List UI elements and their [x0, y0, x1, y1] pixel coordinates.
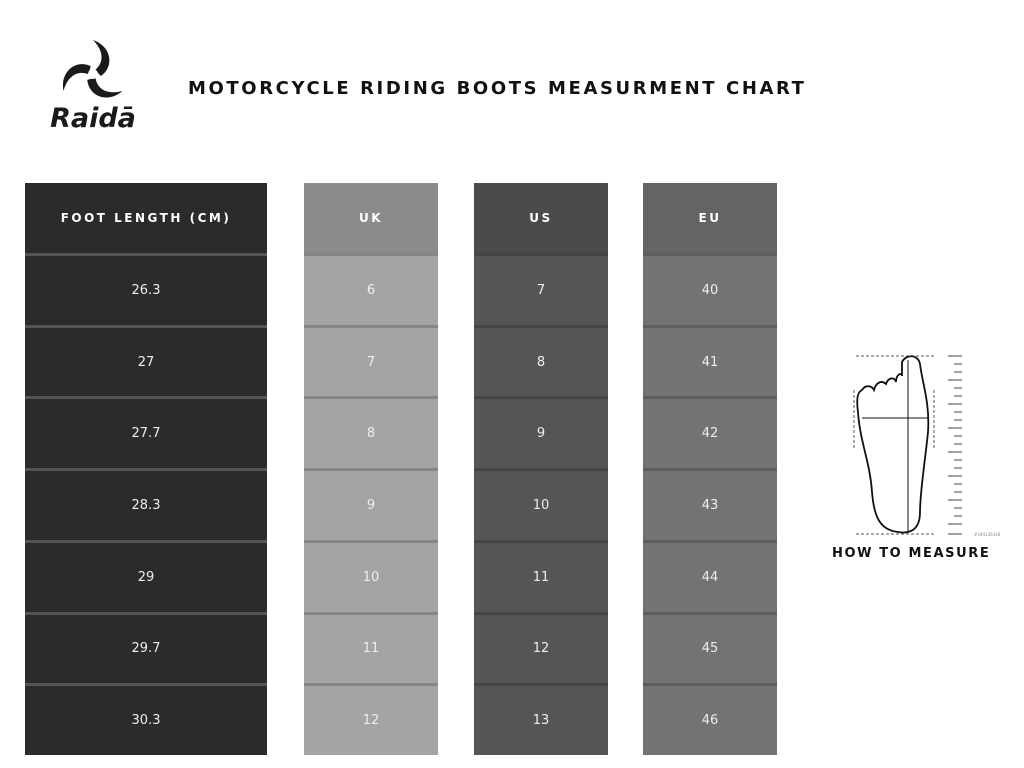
stock-id: #344136348 — [974, 532, 1001, 537]
table-cell: 30.3 — [25, 683, 267, 755]
table-cell: 13 — [474, 683, 608, 755]
column-header: EU — [643, 183, 777, 253]
foot-measurement-illustration — [850, 352, 1000, 542]
table-cell: 27.7 — [25, 396, 267, 468]
table-cell: 9 — [474, 396, 608, 468]
table-cell: 10 — [304, 539, 438, 612]
table-cell: 6 — [304, 253, 438, 325]
table-cell: 44 — [643, 539, 777, 612]
column-header: UK — [304, 183, 438, 253]
us-column: US 7 8 9 10 11 12 13 — [474, 183, 608, 755]
table-cell: 8 — [304, 396, 438, 468]
column-header: US — [474, 183, 608, 253]
table-cell: 29 — [25, 539, 267, 612]
table-cell: 43 — [643, 468, 777, 540]
table-cell: 41 — [643, 324, 777, 397]
table-cell: 11 — [304, 611, 438, 684]
table-cell: 26.3 — [25, 253, 267, 325]
table-cell: 11 — [474, 539, 608, 612]
table-cell: 12 — [474, 611, 608, 684]
table-cell: 10 — [474, 468, 608, 540]
table-cell: 7 — [474, 253, 608, 325]
table-cell: 9 — [304, 468, 438, 540]
table-cell: 40 — [643, 253, 777, 325]
table-cell: 28.3 — [25, 468, 267, 540]
raida-logo: Raidā — [38, 34, 148, 134]
table-cell: 8 — [474, 324, 608, 397]
uk-column: UK 6 7 8 9 10 11 12 — [304, 183, 438, 755]
table-cell: 42 — [643, 396, 777, 468]
table-cell: 45 — [643, 611, 777, 684]
table-cell: 12 — [304, 683, 438, 755]
table-cell: 29.7 — [25, 611, 267, 684]
foot-length-column: FOOT LENGTH (CM) 26.3 27 27.7 28.3 29 29… — [25, 183, 267, 755]
table-cell: 7 — [304, 324, 438, 397]
brand-wordmark: Raidā — [50, 103, 136, 134]
eu-column: EU 40 41 42 43 44 45 46 — [643, 183, 777, 755]
how-to-measure-label: HOW TO MEASURE — [832, 546, 991, 561]
table-cell: 46 — [643, 683, 777, 755]
column-header: FOOT LENGTH (CM) — [25, 183, 267, 253]
table-cell: 27 — [25, 324, 267, 397]
page-title: MOTORCYCLE RIDING BOOTS MEASURMENT CHART — [188, 78, 807, 99]
